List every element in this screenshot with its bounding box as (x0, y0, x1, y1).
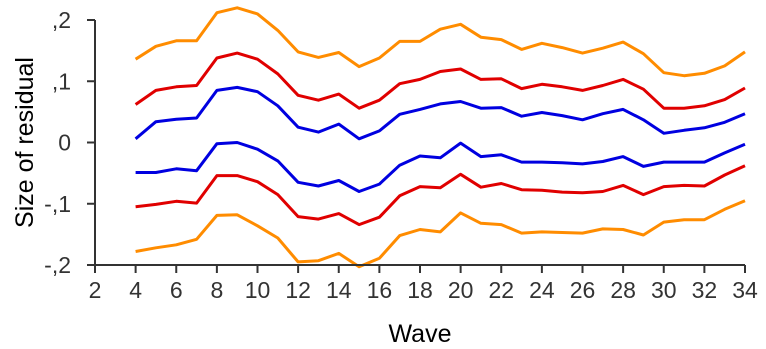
x-tick-label: 20 (448, 277, 474, 303)
x-tick-label: 24 (529, 277, 555, 303)
x-tick-label: 32 (692, 277, 718, 303)
series-line-2 (134, 51, 746, 110)
x-tick-label: 30 (651, 277, 677, 303)
y-tick-label: ,2 (52, 7, 71, 33)
y-tick-label: ,1 (52, 68, 71, 94)
x-tick-label: 28 (610, 277, 636, 303)
y-axis-title: Size of residual (11, 57, 39, 228)
x-tick-label: 4 (129, 277, 142, 303)
series-line-5 (135, 164, 746, 227)
series-line-1 (134, 6, 746, 78)
series-line-6 (135, 199, 746, 269)
x-tick-label: 14 (326, 277, 352, 303)
x-tick-label: 26 (570, 277, 596, 303)
y-tick-label: 0 (58, 130, 71, 156)
x-tick-label: 16 (367, 277, 393, 303)
x-tick-label: 2 (89, 277, 102, 303)
y-tick-label: -,1 (44, 191, 71, 217)
x-axis-title: Wave (389, 320, 452, 348)
series-layer (134, 6, 746, 269)
x-tick-label: 34 (732, 277, 758, 303)
y-tick-label: -,2 (44, 252, 71, 278)
x-tick-label: 10 (245, 277, 271, 303)
x-tick-label: 12 (285, 277, 311, 303)
x-tick-label: 22 (488, 277, 514, 303)
x-tick-label: 6 (170, 277, 183, 303)
y-ticks: -,2 -,1 0 ,1 ,2 (44, 7, 95, 278)
x-tick-label: 18 (407, 277, 433, 303)
series-line-3 (134, 85, 746, 141)
series-line-4 (135, 141, 746, 193)
x-tick-label: 8 (210, 277, 223, 303)
x-ticks: 2 4 6 8 10 12 14 16 18 20 22 24 26 28 30 32 34 (89, 265, 758, 303)
